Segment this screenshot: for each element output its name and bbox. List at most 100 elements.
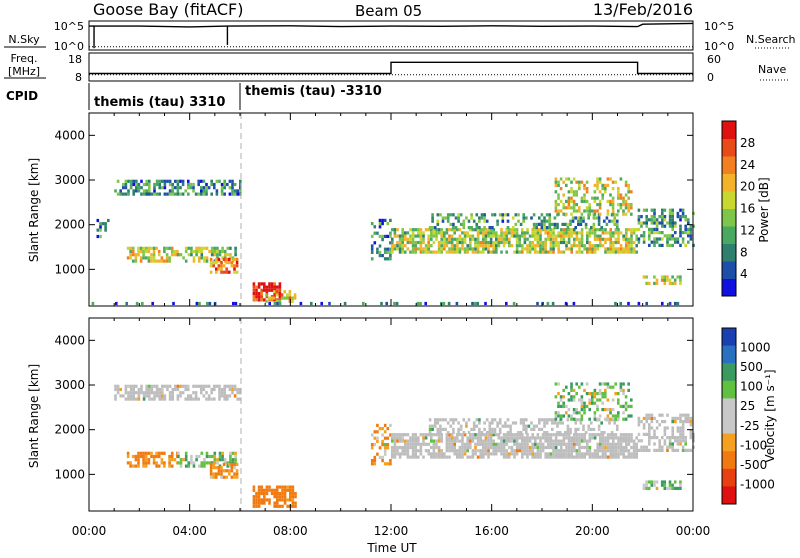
velocity-cell: [653, 480, 656, 484]
power-cell: [642, 234, 646, 238]
velocity-cell: [606, 445, 610, 450]
velocity-colorbar-swatch: [722, 486, 736, 505]
power-cell: [187, 192, 190, 196]
velocity-colorbar-swatch: [722, 433, 736, 452]
power-cell: [291, 296, 294, 300]
velocity-cell: [474, 433, 477, 437]
velocity-cell: [226, 461, 230, 465]
power-cell: [624, 193, 628, 197]
power-cell: [619, 244, 623, 248]
velocity-cell: [578, 436, 581, 440]
velocity-cell: [218, 458, 222, 462]
velocity-cell: [252, 504, 256, 508]
velocity-cell: [210, 387, 213, 392]
velocity-cell: [531, 445, 534, 450]
power-cell: [197, 259, 201, 263]
velocity-cell: [495, 452, 498, 456]
velocity-cell: [671, 429, 674, 433]
velocity-cell: [619, 439, 623, 443]
power-cell: [450, 244, 454, 248]
velocity-cell: [655, 436, 659, 440]
velocity-cell: [508, 433, 511, 437]
velocity-cell: [443, 452, 446, 456]
power-cell: [612, 244, 615, 248]
power-cell: [617, 190, 620, 194]
power-cell: [596, 228, 599, 232]
power-cell: [401, 250, 404, 254]
velocity-cell: [213, 458, 217, 462]
power-cell: [398, 247, 402, 251]
velocity-cell: [566, 427, 570, 431]
velocity-cell: [200, 384, 203, 388]
power-cell: [637, 237, 641, 241]
velocity-cell: [469, 445, 472, 450]
power-cell: [137, 189, 141, 193]
y-tick-label: 4000: [54, 333, 85, 347]
power-cell: [474, 247, 477, 251]
velocity-cell: [544, 452, 547, 456]
velocity-cell: [217, 469, 221, 473]
velocity-cell: [593, 401, 597, 405]
power-cell: [160, 259, 164, 263]
velocity-cell: [491, 421, 494, 425]
power-cell: [205, 186, 208, 190]
velocity-cell: [645, 416, 648, 420]
power-cell: [386, 222, 390, 226]
velocity-cell: [176, 384, 180, 388]
power-cell: [172, 301, 175, 306]
velocity-cell: [528, 436, 532, 440]
power-cell: [676, 301, 680, 306]
power-cell: [378, 218, 382, 222]
velocity-cell: [200, 464, 204, 468]
velocity-cell: [500, 436, 503, 440]
power-cell: [463, 237, 467, 241]
velocity-cell: [547, 442, 550, 446]
power-cell: [617, 234, 620, 238]
velocity-cell: [655, 448, 659, 452]
power-cell: [96, 228, 100, 232]
velocity-cell: [484, 436, 488, 440]
velocity-cell: [574, 431, 577, 435]
velocity-cell: [663, 429, 667, 433]
power-cell: [645, 301, 648, 306]
velocity-cell: [498, 418, 502, 422]
power-cell: [532, 222, 536, 226]
power-cell: [389, 247, 392, 251]
power-cell: [500, 240, 503, 245]
power-cell: [684, 215, 687, 219]
velocity-cell: [572, 395, 576, 399]
power-cell: [268, 298, 271, 302]
power-cell: [469, 234, 472, 238]
velocity-cell: [406, 455, 410, 459]
power-cell: [674, 237, 677, 241]
power-cell: [386, 257, 390, 261]
velocity-cell: [229, 451, 232, 455]
velocity-cell: [515, 439, 519, 443]
power-colorbar-swatch: [722, 156, 736, 174]
power-cell: [427, 234, 430, 238]
power-cell: [467, 226, 471, 230]
power-cell: [573, 237, 576, 241]
velocity-cell: [559, 398, 563, 402]
velocity-cell: [391, 455, 394, 459]
velocity-cell: [153, 397, 156, 401]
power-cell: [578, 180, 581, 184]
power-cell: [231, 186, 234, 190]
power-cell: [510, 234, 514, 238]
velocity-cell: [291, 485, 295, 489]
velocity-cell: [218, 384, 221, 388]
power-cell: [475, 222, 479, 226]
velocity-cell: [411, 439, 415, 443]
power-cell: [233, 270, 236, 274]
power-cell: [257, 298, 261, 302]
power-cell: [192, 249, 196, 254]
velocity-cell: [523, 449, 527, 453]
velocity-cell: [554, 414, 558, 418]
velocity-cell: [114, 394, 117, 398]
power-cell: [505, 228, 508, 232]
velocity-cell: [505, 433, 508, 437]
power-cell: [625, 234, 628, 238]
power-cell: [453, 231, 456, 235]
power-cell: [383, 218, 387, 222]
power-cell: [614, 240, 618, 245]
